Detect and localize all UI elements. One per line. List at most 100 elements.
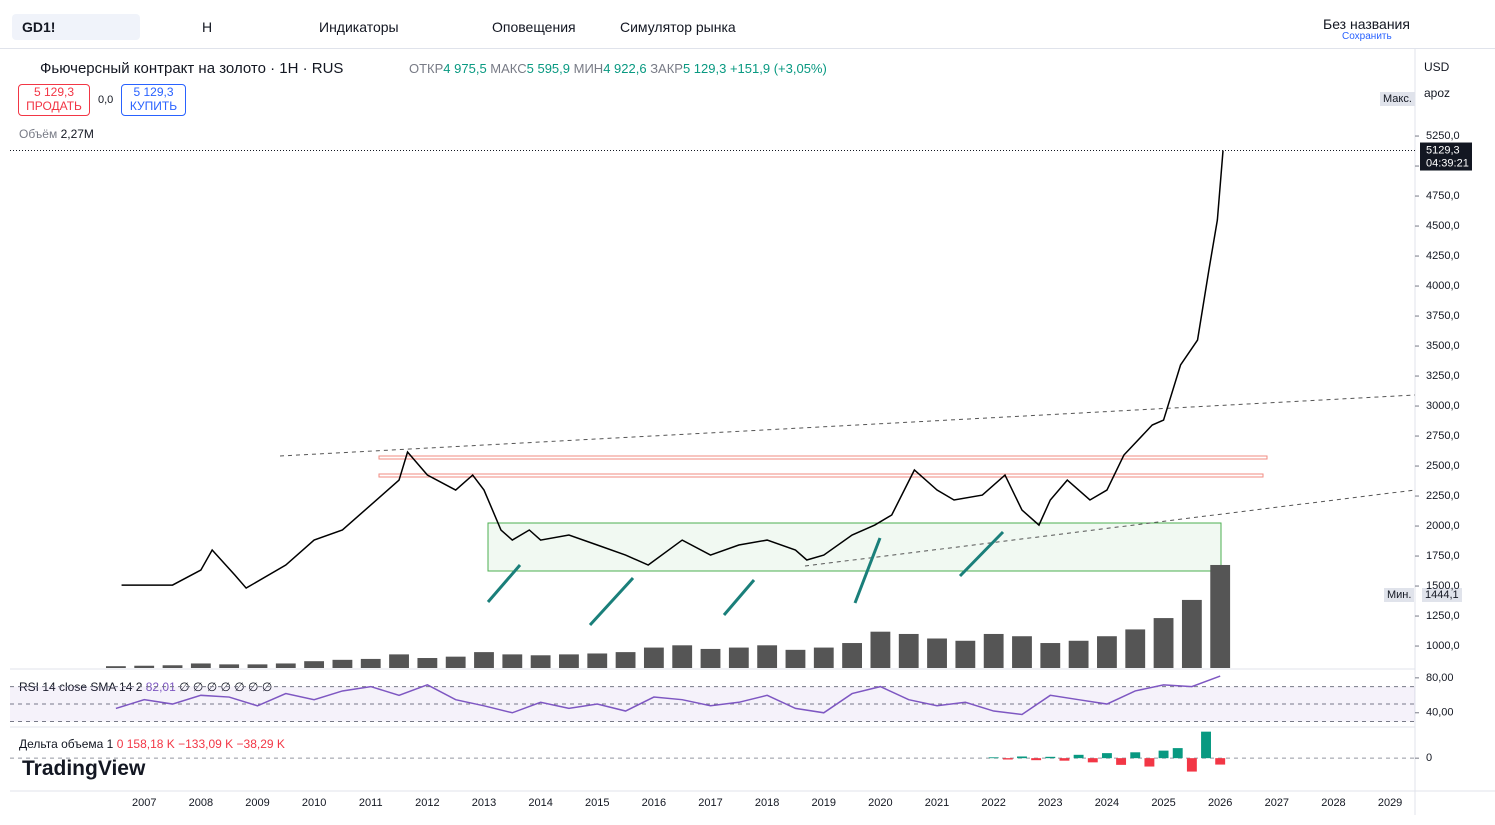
bar <box>757 645 778 668</box>
y-tick-label: 4750,0 <box>1426 190 1460 202</box>
buy-price: 5 129,3 <box>133 85 174 99</box>
alerts-button[interactable]: Оповещения <box>492 19 576 35</box>
bar <box>275 663 296 668</box>
bar <box>1116 758 1127 765</box>
x-tick-label: 2012 <box>415 797 439 809</box>
interval[interactable]: H <box>202 19 213 35</box>
y-tick-label: 1250,0 <box>1426 610 1460 622</box>
bar <box>643 647 664 668</box>
bar <box>1059 758 1070 761</box>
bar <box>1017 756 1027 759</box>
delta-v3: −38,29 K <box>236 737 285 751</box>
bar <box>785 649 806 668</box>
x-tick-label: 2019 <box>812 797 836 809</box>
bar <box>1181 599 1202 668</box>
volume-legend: Объём 2,27M <box>19 127 94 141</box>
x-tick-label: 2022 <box>981 797 1005 809</box>
bar <box>672 645 693 668</box>
buy-button[interactable]: 5 129,3 КУПИТЬ <box>121 84 186 116</box>
y-tick-label: 2750,0 <box>1426 430 1460 442</box>
bar <box>1144 758 1155 767</box>
bar <box>530 655 551 668</box>
currency[interactable]: USD <box>1424 60 1450 74</box>
x-tick-label: 2025 <box>1151 797 1175 809</box>
x-tick-label: 2029 <box>1378 797 1402 809</box>
bar <box>700 648 721 668</box>
y-tick-label: 2000,0 <box>1426 520 1460 532</box>
bar <box>983 633 1004 668</box>
x-tick-label: 2018 <box>755 797 779 809</box>
rsi-legend: RSI 14 close SMA 14 2 82,01 ∅ ∅ ∅ ∅ ∅ ∅ … <box>19 680 272 694</box>
x-tick-label: 2013 <box>472 797 496 809</box>
high-label: МАКС <box>490 61 527 76</box>
layout-name[interactable]: Без названия <box>1323 16 1410 32</box>
y-tick-label: 3250,0 <box>1426 370 1460 382</box>
bar <box>1040 643 1061 668</box>
x-tick-label: 2017 <box>698 797 722 809</box>
open: 4 975,5 <box>443 61 487 76</box>
y-tick-label: 4250,0 <box>1426 250 1460 262</box>
support-zone <box>487 522 1222 572</box>
bar <box>162 665 183 668</box>
close: 5 129,3 <box>682 61 727 76</box>
bar <box>587 653 608 668</box>
y-tick-label: 5250,0 <box>1426 130 1460 142</box>
rsi-title: RSI 14 close SMA 14 2 <box>19 680 143 694</box>
sell-button[interactable]: 5 129,3 ПРОДАТЬ <box>18 84 90 116</box>
volume-value: 2,27M <box>60 127 94 141</box>
last-price-label: 5129,3 <box>1426 144 1460 156</box>
x-tick-label: 2010 <box>302 797 326 809</box>
x-tick-label: 2007 <box>132 797 156 809</box>
min-value: 1444,1 <box>1422 588 1462 602</box>
trend-line <box>279 394 1416 457</box>
x-tick-label: 2028 <box>1321 797 1345 809</box>
delta-legend: Дельта объема 1 0 158,18 K −133,09 K −38… <box>19 737 285 751</box>
symbol-title: Фьючерсный контракт на золото · 1H · RUS <box>40 60 344 77</box>
indicators-button[interactable]: Индикаторы <box>319 19 399 35</box>
y-tick-label: 1000,0 <box>1426 640 1460 652</box>
bar <box>559 654 579 668</box>
x-tick-label: 2016 <box>642 797 666 809</box>
bar <box>1068 640 1089 668</box>
unit[interactable]: apoz <box>1424 86 1451 100</box>
delta-v1: 158,18 K <box>126 737 175 751</box>
bar <box>190 663 211 668</box>
bar <box>1210 564 1231 668</box>
buy-label: КУПИТЬ <box>129 99 178 113</box>
bar <box>304 661 325 668</box>
save-status: Сохранить <box>1342 31 1392 42</box>
delta-v2: −133,09 K <box>178 737 234 751</box>
bar <box>1130 752 1141 759</box>
bar <box>389 654 409 668</box>
x-tick-label: 2011 <box>359 797 383 809</box>
bar <box>1215 758 1226 765</box>
bar <box>1097 636 1117 668</box>
bar <box>105 666 126 668</box>
change: +151,9 (+3,05%) <box>729 61 827 76</box>
bar <box>1073 754 1084 759</box>
x-tick-label: 2020 <box>868 797 892 809</box>
x-tick-label: 2027 <box>1265 797 1289 809</box>
rsi-na: ∅ ∅ ∅ ∅ ∅ ∅ ∅ <box>179 680 273 694</box>
bar <box>1201 731 1211 759</box>
y-tick-label: 1500,0 <box>1426 580 1460 592</box>
x-tick-label: 2021 <box>925 797 949 809</box>
ohlc: ОТКР4 975,5 МАКС5 595,9 МИН4 922,6 ЗАКР5… <box>409 61 827 76</box>
delta-title: Дельта объема 1 <box>19 737 114 751</box>
branding: TradingView <box>22 757 146 780</box>
low: 4 922,6 <box>603 61 647 76</box>
replay-button[interactable]: Симулятор рынка <box>620 19 736 35</box>
bar <box>360 658 381 668</box>
open-label: ОТКР <box>409 61 444 76</box>
y-tick-label: 40,00 <box>1426 707 1454 719</box>
y-tick-label: 2250,0 <box>1426 490 1460 502</box>
symbol-search[interactable] <box>12 14 140 40</box>
min-label: Мин. <box>1384 588 1415 602</box>
sell-price: 5 129,3 <box>33 85 75 99</box>
resistance-zone <box>378 473 1264 478</box>
bar <box>474 652 494 668</box>
symbol[interactable]: GD1! <box>22 19 56 35</box>
y-tick-label: 80,00 <box>1426 672 1454 684</box>
x-tick-label: 2026 <box>1208 797 1232 809</box>
x-tick-label: 2009 <box>245 797 269 809</box>
